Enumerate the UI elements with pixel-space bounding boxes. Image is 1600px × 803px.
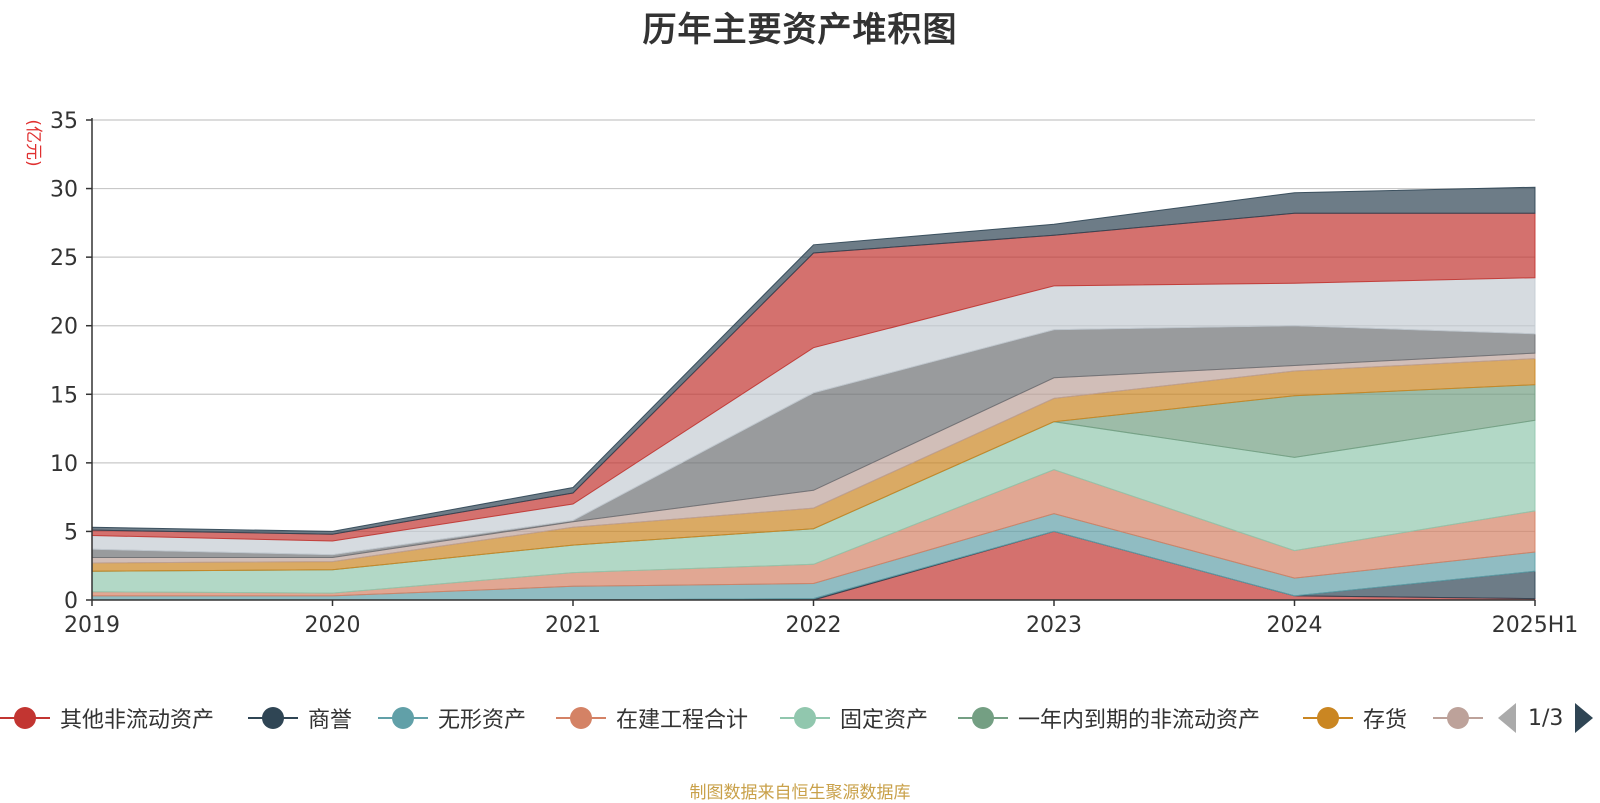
y-tick-label: 5 (64, 520, 78, 545)
x-tick-label: 2020 (305, 613, 361, 638)
legend-next-page-icon[interactable] (1575, 703, 1594, 733)
legend-item[interactable] (1433, 700, 1493, 736)
area-series (91, 186, 1536, 601)
legend-label: 在建工程合计 (616, 708, 749, 733)
legend-label: 其他非流动资产 (60, 708, 215, 733)
x-tick-label: 2023 (1026, 613, 1082, 638)
x-tick-label: 2025H1 (1492, 613, 1579, 638)
x-tick-label: 2021 (545, 613, 601, 638)
area-series-12 (91, 186, 1536, 535)
legend-prev-page-icon[interactable] (1498, 703, 1516, 733)
y-tick-label: 30 (50, 178, 78, 203)
legend-marker-icon (780, 700, 830, 736)
legend-item[interactable]: 固定资产 (780, 700, 928, 736)
y-tick-label: 25 (50, 246, 78, 271)
stacked-area-chart: 0 5 10 15 20 25 30 35 2019 2020 2021 2022 2023 2024 20… (23, 109, 1578, 638)
legend-marker-icon (248, 700, 298, 736)
legend-marker-icon (1433, 700, 1483, 736)
legend-label: 固定资产 (840, 708, 929, 733)
y-axis-title: (亿元) (23, 119, 43, 166)
x-tick-label: 2024 (1267, 613, 1323, 638)
y-tick-label: 10 (50, 452, 78, 477)
legend-item[interactable]: 无形资产 (378, 700, 526, 736)
legend-item[interactable]: 在建工程合计 (556, 700, 748, 736)
legend-marker-icon (958, 700, 1008, 736)
source-note: 制图数据来自恒生聚源数据库 (689, 783, 911, 803)
legend-label: 存货 (1363, 708, 1408, 733)
legend-pager: 1/3 (1498, 700, 1594, 736)
legend-marker-icon (0, 700, 50, 736)
legend-page-indicator: 1/3 (1528, 705, 1564, 731)
legend: 其他非流动资产 商誉 无形资产 在建工程合计 固定资产 一年内到期的非流动资产 存货 (0, 700, 1600, 736)
legend-marker-icon (1303, 700, 1353, 736)
legend-label: 商誉 (308, 708, 353, 733)
y-tick-label: 20 (50, 315, 78, 340)
legend-label: 一年内到期的非流动资产 (1018, 708, 1261, 733)
legend-item[interactable]: 存货 (1303, 700, 1407, 736)
legend-label: 无形资产 (438, 708, 527, 733)
y-tick-label: 15 (50, 383, 78, 408)
x-tick-label: 2019 (64, 613, 120, 638)
axes: 0 5 10 15 20 25 30 35 2019 2020 2021 2022 2023 2024 20… (50, 109, 1578, 638)
legend-item[interactable]: 一年内到期的非流动资产 (958, 700, 1260, 736)
legend-item[interactable]: 商誉 (248, 700, 352, 736)
legend-item[interactable]: 其他非流动资产 (0, 700, 214, 736)
legend-marker-icon (378, 700, 428, 736)
legend-marker-icon (556, 700, 606, 736)
chart-title: 历年主要资产堆积图 (642, 10, 958, 50)
x-tick-label: 2022 (786, 613, 842, 638)
y-tick-label: 0 (64, 589, 78, 614)
y-tick-label: 35 (50, 109, 78, 134)
